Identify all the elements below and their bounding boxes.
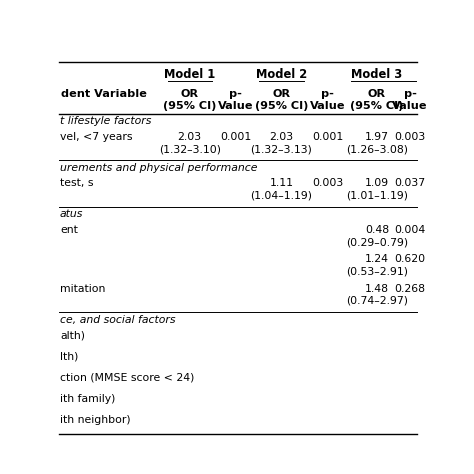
Text: ce, and social factors: ce, and social factors [60,315,175,325]
Text: 0.48
(0.29–0.79): 0.48 (0.29–0.79) [346,225,408,247]
Text: lth): lth) [60,351,78,361]
Text: alth): alth) [60,330,85,340]
Text: 1.48
(0.74–2.97): 1.48 (0.74–2.97) [346,283,408,306]
Text: p-
Value: p- Value [392,89,428,111]
Text: 0.268: 0.268 [394,283,426,293]
Text: 0.003: 0.003 [394,132,426,142]
Text: t lifestyle factors: t lifestyle factors [60,116,151,126]
Text: 0.037: 0.037 [394,178,426,189]
Text: vel, <7 years: vel, <7 years [60,132,133,142]
Text: atus: atus [60,210,83,219]
Text: 2.03
(1.32–3.10): 2.03 (1.32–3.10) [159,132,221,154]
Text: 0.001: 0.001 [312,132,343,142]
Text: 1.11
(1.04–1.19): 1.11 (1.04–1.19) [250,178,312,201]
Text: ith neighbor): ith neighbor) [60,415,131,425]
Text: ction (MMSE score < 24): ction (MMSE score < 24) [60,373,194,383]
Text: 1.97
(1.26–3.08): 1.97 (1.26–3.08) [346,132,408,154]
Text: 2.03
(1.32–3.13): 2.03 (1.32–3.13) [251,132,312,154]
Text: Model 2: Model 2 [256,68,307,81]
Text: 0.620: 0.620 [394,255,426,264]
Text: 0.003: 0.003 [312,178,343,189]
Text: OR
(95% CI): OR (95% CI) [163,89,216,111]
Text: ent: ent [60,225,78,235]
Text: dent Variable: dent Variable [61,89,147,99]
Text: Model 1: Model 1 [164,68,215,81]
Text: 1.24
(0.53–2.91): 1.24 (0.53–2.91) [346,255,408,277]
Text: OR
(95% CI): OR (95% CI) [350,89,404,111]
Text: Model 3: Model 3 [351,68,402,81]
Text: p-
Value: p- Value [310,89,345,111]
Text: OR
(95% CI): OR (95% CI) [255,89,308,111]
Text: test, s: test, s [60,178,93,189]
Text: 1.09
(1.01–1.19): 1.09 (1.01–1.19) [346,178,408,201]
Text: mitation: mitation [60,283,105,293]
Text: 0.004: 0.004 [394,225,426,235]
Text: 0.001: 0.001 [220,132,251,142]
Text: p-
Value: p- Value [218,89,253,111]
Text: ith family): ith family) [60,394,115,404]
Text: urements and physical performance: urements and physical performance [60,163,257,173]
